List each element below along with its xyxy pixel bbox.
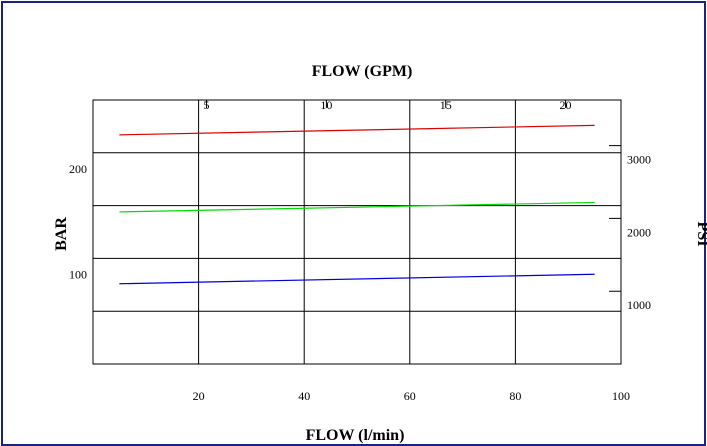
series-line-3 xyxy=(119,273,595,285)
x-axis-title: FLOW (l/min) xyxy=(306,427,405,444)
plot-area xyxy=(92,99,622,365)
top-axis-title: FLOW (GPM) xyxy=(312,63,413,80)
y-axis-title-right: PSI xyxy=(694,222,707,247)
top-tick-label: 20 xyxy=(560,98,572,112)
grid-lines xyxy=(93,100,621,364)
x-tick-label: 80 xyxy=(509,389,521,403)
x-tick-label: 40 xyxy=(298,389,310,403)
y-tick-label-right: 1000 xyxy=(627,298,651,312)
series-group xyxy=(119,124,595,285)
y-tick-label-left: 100 xyxy=(69,267,87,281)
x-tick-label: 100 xyxy=(612,389,630,403)
top-tick-label: 10 xyxy=(320,98,332,112)
series-line-2 xyxy=(119,201,595,213)
tick-group: 20 40 60 80 100 5 10 15 20 200 100 3000 2000 1000 xyxy=(69,98,651,403)
y-tick-label-right: 3000 xyxy=(627,153,651,167)
x-tick-label: 20 xyxy=(193,389,205,403)
series-line-1 xyxy=(119,124,595,136)
y-axis-title-left: BAR xyxy=(53,217,70,251)
y-tick-label-right: 2000 xyxy=(627,225,651,239)
top-tick-label: 15 xyxy=(440,98,452,112)
top-tick-label: 5 xyxy=(204,98,210,112)
x-tick-label: 60 xyxy=(404,389,416,403)
y-tick-label-left: 200 xyxy=(69,162,87,176)
